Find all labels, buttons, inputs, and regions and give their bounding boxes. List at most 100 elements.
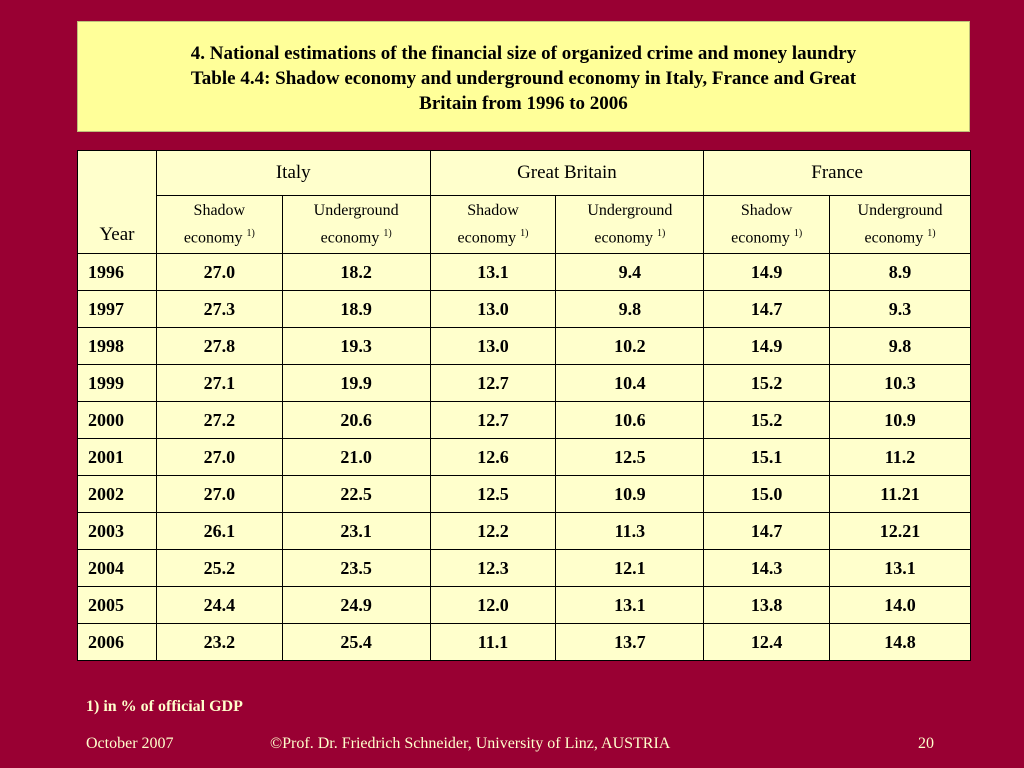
value-cell: 9.4	[555, 253, 705, 291]
value-cell: 12.5	[429, 475, 557, 513]
value-cell: 9.3	[829, 290, 971, 328]
value-cell: 9.8	[829, 327, 971, 365]
value-cell: 8.9	[829, 253, 971, 291]
value-cell: 15.2	[703, 364, 831, 402]
year-cell: 2001	[77, 438, 157, 476]
value-cell: 26.1	[155, 512, 283, 550]
value-cell: 19.9	[281, 364, 431, 402]
table-row: 2002 27.0 22.5 12.5 10.9 15.0 11.21	[77, 475, 971, 513]
value-cell: 11.21	[829, 475, 971, 513]
sub-header-gb-shadow: Shadow economy 1)	[429, 195, 557, 254]
value-cell: 13.0	[429, 327, 557, 365]
sub-header-italy-underground: Underground economy 1)	[281, 195, 431, 254]
footnote: 1) in % of official GDP	[86, 698, 243, 715]
value-cell: 25.2	[155, 549, 283, 587]
value-cell: 10.6	[555, 401, 705, 439]
sub-header-gb-underground: Underground economy 1)	[555, 195, 705, 254]
value-cell: 13.1	[555, 586, 705, 624]
value-cell: 19.3	[281, 327, 431, 365]
value-cell: 13.1	[829, 549, 971, 587]
value-cell: 10.4	[555, 364, 705, 402]
slide-title-box: 4. National estimations of the financial…	[77, 21, 970, 132]
value-cell: 25.4	[281, 623, 431, 661]
value-cell: 27.8	[155, 327, 283, 365]
value-cell: 20.6	[281, 401, 431, 439]
value-cell: 9.8	[555, 290, 705, 328]
value-cell: 15.1	[703, 438, 831, 476]
table-row: 2001 27.0 21.0 12.6 12.5 15.1 11.2	[77, 438, 971, 476]
footer-date: October 2007	[86, 735, 174, 752]
value-cell: 21.0	[281, 438, 431, 476]
value-cell: 27.2	[155, 401, 283, 439]
value-cell: 10.9	[555, 475, 705, 513]
value-cell: 11.1	[429, 623, 557, 661]
value-cell: 14.3	[703, 549, 831, 587]
value-cell: 12.6	[429, 438, 557, 476]
value-cell: 27.1	[155, 364, 283, 402]
slide-title-line-2: Table 4.4: Shadow economy and undergroun…	[190, 68, 857, 89]
value-cell: 23.5	[281, 549, 431, 587]
table-row: 2000 27.2 20.6 12.7 10.6 15.2 10.9	[77, 401, 971, 439]
value-cell: 14.0	[829, 586, 971, 624]
year-cell: 1997	[77, 290, 157, 328]
value-cell: 12.1	[555, 549, 705, 587]
value-cell: 12.3	[429, 549, 557, 587]
value-cell: 12.0	[429, 586, 557, 624]
value-cell: 18.2	[281, 253, 431, 291]
value-cell: 24.4	[155, 586, 283, 624]
value-cell: 10.9	[829, 401, 971, 439]
table-row: 2003 26.1 23.1 12.2 11.3 14.7 12.21	[77, 512, 971, 550]
value-cell: 10.3	[829, 364, 971, 402]
value-cell: 12.7	[429, 364, 557, 402]
value-cell: 12.5	[555, 438, 705, 476]
year-header: Year	[77, 150, 157, 254]
table-sub-header-row: Shadow economy 1) Underground economy 1) S…	[78, 195, 971, 254]
value-cell: 18.9	[281, 290, 431, 328]
value-cell: 27.0	[155, 475, 283, 513]
year-cell: 2006	[77, 623, 157, 661]
year-cell: 2005	[77, 586, 157, 624]
value-cell: 13.7	[555, 623, 705, 661]
footer-author: ©Prof. Dr. Friedrich Schneider, Universi…	[270, 735, 671, 752]
group-header-great-britain: Great Britain	[429, 150, 705, 196]
shadow-economy-table: Year Italy Great Britain France Shadow ec…	[77, 150, 971, 661]
value-cell: 27.0	[155, 438, 283, 476]
value-cell: 14.8	[829, 623, 971, 661]
value-cell: 27.3	[155, 290, 283, 328]
value-cell: 15.2	[703, 401, 831, 439]
year-cell: 1999	[77, 364, 157, 402]
table-body: 1996 27.0 18.2 13.1 9.4 14.9 8.9 1997 27…	[77, 253, 971, 661]
value-cell: 12.2	[429, 512, 557, 550]
year-cell: 1996	[77, 253, 157, 291]
table-row: 2006 23.2 25.4 11.1 13.7 12.4 14.8	[77, 623, 971, 661]
group-header-italy: Italy	[155, 150, 431, 196]
sub-header-italy-shadow: Shadow economy 1)	[155, 195, 283, 254]
table-row: 2004 25.2 23.5 12.3 12.1 14.3 13.1	[77, 549, 971, 587]
year-cell: 2003	[77, 512, 157, 550]
value-cell: 10.2	[555, 327, 705, 365]
slide-title-line-1: 4. National estimations of the financial…	[190, 43, 857, 64]
sub-header-france-shadow: Shadow economy 1)	[703, 195, 831, 254]
value-cell: 13.1	[429, 253, 557, 291]
value-cell: 24.9	[281, 586, 431, 624]
value-cell: 14.7	[703, 290, 831, 328]
table-row: 1998 27.8 19.3 13.0 10.2 14.9 9.8	[77, 327, 971, 365]
value-cell: 14.9	[703, 327, 831, 365]
year-cell: 1998	[77, 327, 157, 365]
table-row: 1996 27.0 18.2 13.1 9.4 14.9 8.9	[77, 253, 971, 291]
table-row: 1999 27.1 19.9 12.7 10.4 15.2 10.3	[77, 364, 971, 402]
value-cell: 13.0	[429, 290, 557, 328]
group-header-france: France	[703, 150, 971, 196]
table-row: 1997 27.3 18.9 13.0 9.8 14.7 9.3	[77, 290, 971, 328]
value-cell: 23.2	[155, 623, 283, 661]
year-cell: 2002	[77, 475, 157, 513]
value-cell: 12.21	[829, 512, 971, 550]
value-cell: 13.8	[703, 586, 831, 624]
sub-header-france-underground: Underground economy 1)	[829, 195, 971, 254]
value-cell: 27.0	[155, 253, 283, 291]
value-cell: 23.1	[281, 512, 431, 550]
year-cell: 2000	[77, 401, 157, 439]
value-cell: 14.7	[703, 512, 831, 550]
year-cell: 2004	[77, 549, 157, 587]
value-cell: 14.9	[703, 253, 831, 291]
